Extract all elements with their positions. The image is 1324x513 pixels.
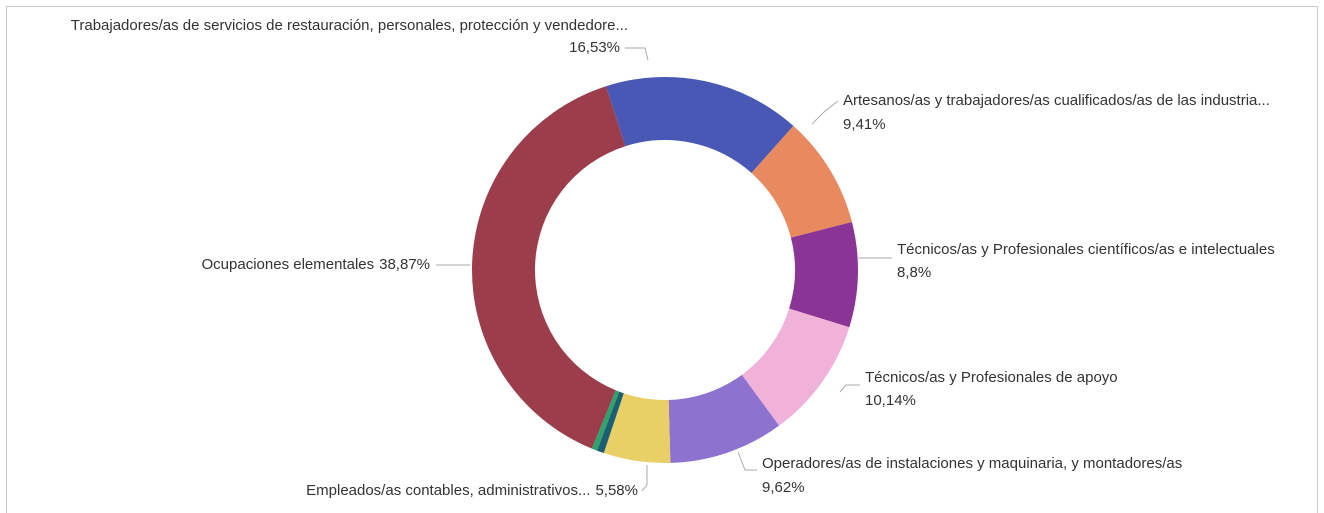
label-value: 9,62% — [762, 479, 805, 496]
data-label: Empleados/as contables, administrativos.… — [306, 482, 638, 499]
label-name: Artesanos/as y trabajadores/as cualifica… — [843, 92, 1270, 109]
label-name: Técnicos/as y Profesionales de apoyo — [865, 369, 1118, 386]
slice — [668, 374, 780, 463]
slice — [741, 308, 850, 426]
label-value: 8,8% — [897, 264, 931, 281]
label-value: 10,14% — [865, 392, 916, 409]
slice — [471, 86, 626, 449]
label-value: 38,87% — [379, 256, 430, 273]
slice — [603, 393, 671, 463]
leader-line — [641, 465, 648, 492]
slice — [751, 125, 852, 238]
leader-line — [811, 100, 839, 125]
leader-line — [625, 47, 649, 61]
label-value: 16,53% — [569, 39, 620, 56]
label-name: Técnicos/as y Profesionales científicos/… — [897, 241, 1275, 258]
label-name: Operadores/as de instalaciones y maquina… — [762, 455, 1182, 472]
slice — [591, 390, 620, 451]
label-value: 9,41% — [843, 116, 886, 133]
slice — [606, 77, 794, 173]
slice — [789, 221, 858, 328]
frame — [6, 6, 1318, 513]
leader-line — [839, 384, 860, 393]
label-name: Trabajadores/as de servicios de restaura… — [71, 17, 628, 34]
label-name: Empleados/as contables, administrativos.… — [306, 482, 590, 499]
leader-line — [737, 451, 757, 471]
data-label: Ocupaciones elementales 38,87% — [202, 256, 430, 273]
slice — [596, 391, 624, 454]
label-value: 5,58% — [595, 482, 638, 499]
label-name: Ocupaciones elementales — [202, 256, 375, 273]
